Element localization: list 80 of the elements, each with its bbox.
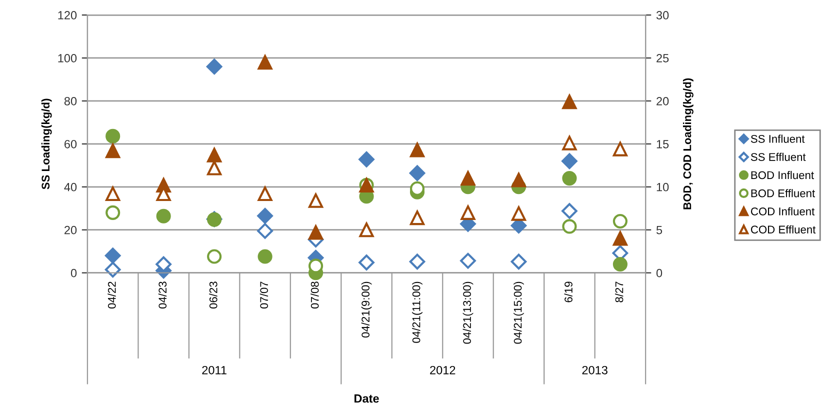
point bbox=[410, 142, 425, 158]
legend-label: SS Effluent bbox=[750, 152, 806, 161]
point bbox=[258, 186, 272, 202]
point bbox=[104, 262, 121, 278]
point bbox=[206, 58, 222, 75]
legend-label: COD Influent bbox=[750, 207, 815, 216]
legend-label: BOD Effluent bbox=[751, 189, 815, 198]
y2-axis-title: BOD, COD Loading(kg/d) bbox=[683, 78, 694, 210]
point bbox=[511, 172, 526, 188]
point bbox=[106, 186, 120, 202]
point bbox=[409, 254, 426, 270]
x-tick-label: 06/23 bbox=[209, 282, 218, 309]
y2-tick-label: 25 bbox=[656, 54, 669, 62]
legend-label: BOD Influent bbox=[751, 170, 814, 180]
point bbox=[562, 153, 578, 170]
x-tick-label: 07/08 bbox=[310, 282, 319, 309]
y2-tick-label: 10 bbox=[656, 182, 669, 192]
y2-tick-label: 5 bbox=[656, 226, 662, 234]
y-tick-label: 0 bbox=[70, 268, 77, 278]
y-tick-label: 60 bbox=[64, 140, 77, 148]
point bbox=[612, 214, 628, 229]
y-tick-label: 80 bbox=[64, 96, 77, 106]
y-tick-label: 40 bbox=[64, 182, 77, 192]
point bbox=[510, 254, 527, 270]
point bbox=[410, 210, 425, 226]
point bbox=[460, 205, 476, 220]
y2-tick-label: 20 bbox=[656, 96, 669, 106]
point bbox=[156, 208, 171, 224]
y-axis-title: SS Loading(kg/d) bbox=[41, 98, 52, 190]
point bbox=[207, 148, 222, 162]
point bbox=[258, 54, 272, 70]
point bbox=[562, 171, 577, 186]
point bbox=[104, 248, 121, 264]
x-tick-label: 07/07 bbox=[260, 282, 268, 309]
point bbox=[612, 142, 628, 156]
point bbox=[207, 249, 222, 264]
y2-tick-label: 15 bbox=[656, 140, 669, 148]
y2-tick-label: 30 bbox=[656, 11, 669, 20]
point bbox=[358, 151, 374, 168]
point bbox=[562, 94, 577, 110]
x-tick-label: 6/19 bbox=[564, 282, 572, 302]
text: 2012 bbox=[430, 366, 456, 374]
x-tick-label: 04/23 bbox=[158, 282, 167, 309]
point bbox=[257, 208, 273, 224]
point bbox=[562, 136, 577, 150]
y-tick-label: 100 bbox=[58, 54, 77, 62]
point bbox=[106, 128, 120, 144]
x-tick-label: 8/27 bbox=[615, 282, 624, 302]
point bbox=[460, 252, 476, 269]
point bbox=[308, 225, 324, 240]
x-axis-title: Date bbox=[354, 394, 379, 403]
x-tick-label: 04/21(11:00) bbox=[412, 282, 422, 343]
point bbox=[308, 258, 324, 274]
point bbox=[358, 254, 374, 270]
x-tick-label: 04/22 bbox=[108, 282, 116, 309]
legend-label: COD Effluent bbox=[750, 225, 816, 234]
point bbox=[106, 205, 120, 220]
x-tick-label: 04/21(13:00) bbox=[462, 282, 474, 344]
point bbox=[207, 160, 222, 176]
y-tick-label: 120 bbox=[58, 11, 77, 20]
point bbox=[562, 203, 578, 219]
point bbox=[612, 256, 628, 272]
point bbox=[409, 165, 426, 182]
point bbox=[106, 144, 120, 158]
y2-tick-label: 0 bbox=[656, 268, 662, 278]
point bbox=[460, 171, 476, 186]
point bbox=[511, 206, 526, 221]
point bbox=[258, 249, 272, 264]
y-tick-label: 20 bbox=[64, 226, 77, 234]
point bbox=[612, 231, 628, 246]
text: 2013 bbox=[582, 366, 608, 374]
point bbox=[359, 222, 374, 238]
point bbox=[562, 219, 577, 234]
point bbox=[410, 181, 425, 196]
x-tick-label: 04/21(15:00) bbox=[514, 282, 524, 344]
point bbox=[257, 223, 273, 239]
legend-label: SS Influent bbox=[750, 134, 805, 143]
point bbox=[308, 193, 324, 208]
x-tick-label: 04/21(9:00) bbox=[361, 282, 372, 338]
text: 2011 bbox=[202, 366, 226, 374]
